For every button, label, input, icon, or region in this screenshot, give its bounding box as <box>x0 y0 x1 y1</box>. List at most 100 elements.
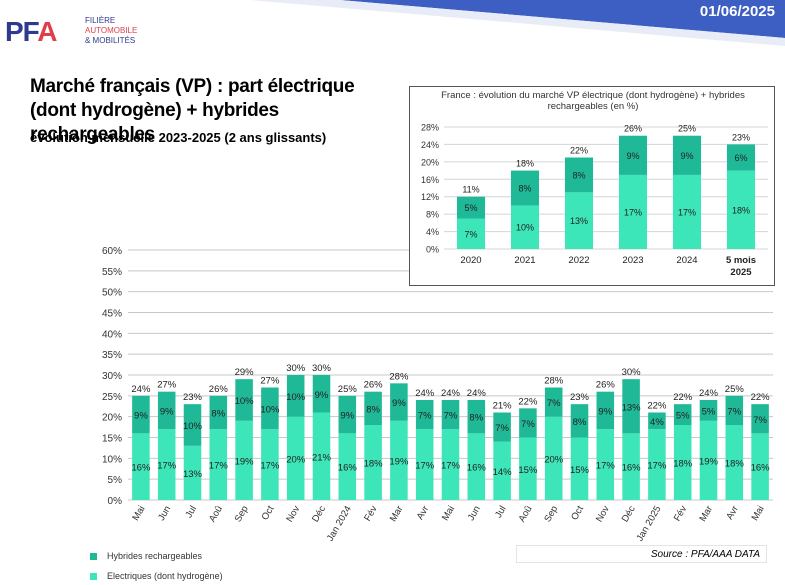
y-tick-label: 5% <box>108 475 123 486</box>
bar-electric <box>622 433 640 500</box>
hybrid-value-label: 9% <box>598 406 612 417</box>
x-tick-label: Sep <box>542 504 560 524</box>
hybrid-value-label: 7% <box>495 423 509 434</box>
inset-bar-hybrid <box>618 135 648 175</box>
page-title: Marché français (VP) : part électrique (… <box>30 76 355 145</box>
total-value-label: 24% <box>415 388 435 399</box>
bar-electric <box>286 416 305 500</box>
inset-hybrid-value-label: 5% <box>464 203 477 213</box>
y-tick-label: 55% <box>102 267 122 278</box>
total-value-label: 22% <box>518 396 538 407</box>
total-value-label: 29% <box>235 367 255 378</box>
hybrid-value-label: 7% <box>444 411 458 422</box>
total-value-label: 22% <box>673 392 693 403</box>
bar-electric <box>570 437 589 500</box>
inset-y-tick-label: 0% <box>426 245 439 255</box>
inset-electric-value-label: 17% <box>678 207 696 217</box>
bar-hybrid <box>183 404 202 446</box>
x-tick-label: Déc <box>310 504 328 524</box>
electric-value-label: 17% <box>415 461 435 472</box>
bar-electric <box>183 445 202 500</box>
bar-electric <box>751 433 769 500</box>
electric-value-label: 17% <box>157 461 177 472</box>
legend-hybrid-swatch <box>90 553 97 561</box>
hybrid-value-label: 9% <box>392 398 406 409</box>
bar-hybrid <box>519 408 537 438</box>
bar-electric <box>596 429 615 500</box>
hybrid-value-label: 8% <box>211 409 225 420</box>
x-tick-label: Jul <box>493 504 509 520</box>
electric-value-label: 19% <box>699 456 719 467</box>
inset-x-tick-label: 2022 <box>568 255 589 266</box>
inset-total-value-label: 11% <box>462 185 479 195</box>
inset-bar-electric <box>672 174 702 249</box>
inset-electric-value-label: 13% <box>570 216 588 226</box>
inset-y-tick-label: 20% <box>421 157 439 167</box>
x-tick-label: Nov <box>594 504 612 524</box>
y-tick-label: 45% <box>102 309 122 320</box>
header-banner <box>250 0 785 46</box>
electric-value-label: 18% <box>673 459 693 470</box>
inset-title: France : évolution du marché VP électriq… <box>441 90 745 112</box>
inset-bar-hybrid <box>456 196 486 219</box>
x-tick-label: Oct <box>569 504 586 523</box>
bar-electric <box>390 420 408 500</box>
total-value-label: 25% <box>338 384 358 395</box>
bar-hybrid <box>699 400 718 421</box>
bar-electric <box>235 420 253 500</box>
total-value-label: 26% <box>364 380 384 391</box>
logo-text: FILIÈRE AUTOMOBILE & MOBILITÉS <box>85 16 138 45</box>
x-tick-label: Mai <box>440 504 457 523</box>
bar-hybrid <box>493 412 511 442</box>
electric-value-label: 16% <box>338 463 358 474</box>
x-tick-label: Sep <box>233 504 251 524</box>
electric-value-label: 20% <box>544 454 564 465</box>
total-value-label: 24% <box>699 388 719 399</box>
bar-electric <box>544 416 563 500</box>
y-tick-label: 0% <box>108 496 123 507</box>
source-note: Source : PFA/AAA DATA <box>650 549 760 560</box>
total-value-label: 24% <box>467 388 487 399</box>
total-value-label: 22% <box>751 392 771 403</box>
total-value-label: 30% <box>622 367 642 378</box>
inset-y-tick-label: 28% <box>421 123 439 133</box>
inset-y-tick-label: 24% <box>421 140 439 150</box>
total-value-label: 30% <box>286 363 306 374</box>
x-tick-label: Jun <box>156 504 173 523</box>
hybrid-value-label: 8% <box>573 417 587 428</box>
electric-value-label: 19% <box>235 456 255 467</box>
bar-hybrid <box>570 404 589 438</box>
bar-electric <box>132 433 150 500</box>
source-box: Source : PFA/AAA DATA <box>516 545 767 563</box>
total-value-label: 27% <box>260 376 280 387</box>
hybrid-value-label: 9% <box>315 390 329 401</box>
bar-hybrid <box>596 391 615 430</box>
x-tick-label: Jul <box>183 504 199 520</box>
bar-hybrid <box>157 391 176 430</box>
bar-hybrid <box>390 383 408 421</box>
x-tick-label: Jan 2025 <box>634 504 663 543</box>
hybrid-value-label: 5% <box>702 406 716 417</box>
x-tick-label: Mar <box>697 504 715 524</box>
inset-bar-electric <box>726 170 756 249</box>
electric-value-label: 19% <box>389 456 409 467</box>
x-tick-label: Déc <box>620 504 638 524</box>
total-value-label: 27% <box>157 380 177 391</box>
inset-hybrid-value-label: 8% <box>518 184 531 194</box>
x-tick-label: Jan 2024 <box>325 504 354 543</box>
total-value-label: 26% <box>596 380 616 391</box>
inset-total-value-label: 25% <box>678 124 696 134</box>
hybrid-value-label: 9% <box>134 411 148 422</box>
legend-electric-label: Electriques (dont hydrogène) <box>107 571 223 581</box>
bar-hybrid <box>286 375 305 417</box>
hybrid-value-label: 13% <box>622 402 642 413</box>
electric-value-label: 17% <box>260 461 280 472</box>
bar-hybrid <box>415 400 434 430</box>
x-tick-label: Oct <box>260 504 277 523</box>
bar-electric <box>209 429 228 500</box>
bar-electric <box>157 429 176 500</box>
total-value-label: 28% <box>544 376 564 387</box>
total-value-label: 26% <box>209 384 229 395</box>
x-tick-label: Mar <box>388 504 406 524</box>
